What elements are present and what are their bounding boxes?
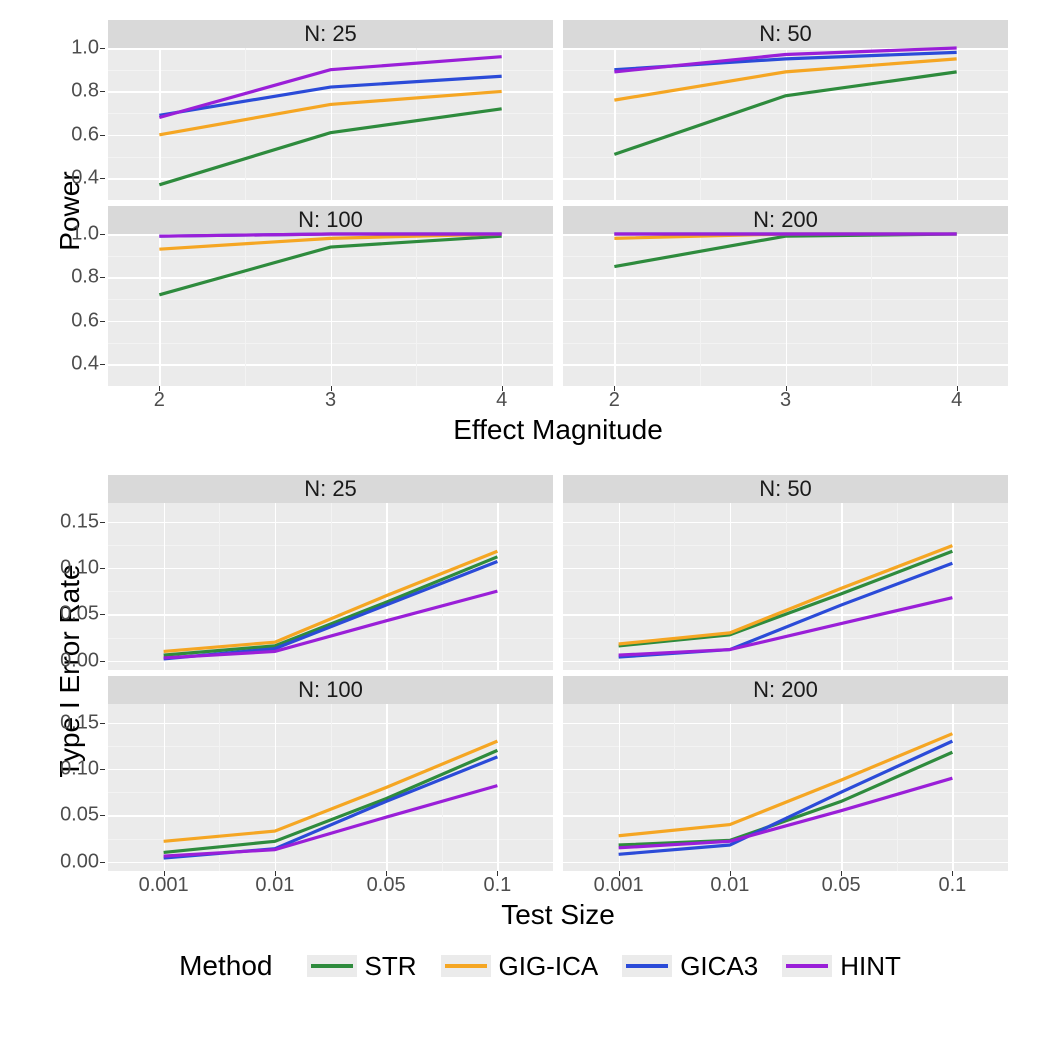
y-tick-label: 0.4 bbox=[45, 167, 99, 190]
legend-item: GICA3 bbox=[622, 951, 758, 982]
x-tick-label: 4 bbox=[496, 389, 507, 412]
series-lines bbox=[108, 234, 553, 386]
series-lines bbox=[563, 704, 1008, 871]
series-lines bbox=[108, 503, 553, 670]
facet-panel bbox=[563, 48, 1008, 200]
facet-strip: N: 25 bbox=[108, 475, 553, 503]
power-facet-grid: N: 25 N: 50 N: 100 N: 200 bbox=[108, 20, 1008, 386]
y-tick-label: 1.0 bbox=[45, 223, 99, 246]
series-HINT bbox=[619, 778, 953, 848]
facet: N: 50 bbox=[563, 20, 1008, 200]
series-lines bbox=[563, 234, 1008, 386]
y-tick-label: 0.05 bbox=[45, 804, 99, 827]
facet-panel bbox=[563, 503, 1008, 670]
legend-label: STR bbox=[365, 951, 417, 982]
y-tick-label: 0.10 bbox=[45, 757, 99, 780]
facet: N: 200 bbox=[563, 206, 1008, 386]
facet-panel bbox=[108, 48, 553, 200]
legend-item: HINT bbox=[782, 951, 901, 982]
facet-panel bbox=[563, 234, 1008, 386]
facet: N: 100 bbox=[108, 676, 553, 871]
facet-strip: N: 100 bbox=[108, 206, 553, 234]
legend: Method STR GIG-ICA GICA3 HINT bbox=[60, 950, 1020, 982]
legend-item: STR bbox=[307, 951, 417, 982]
y-tick-label: 1.0 bbox=[45, 37, 99, 60]
legend-swatch bbox=[622, 955, 672, 977]
facet: N: 100 bbox=[108, 206, 553, 386]
x-tick-label: 0.001 bbox=[139, 874, 189, 897]
y-tick-label: 0.6 bbox=[45, 123, 99, 146]
y-tick-label: 0.8 bbox=[45, 80, 99, 103]
y-tick-label: 0.15 bbox=[45, 711, 99, 734]
x-tick-label: 0.05 bbox=[367, 874, 406, 897]
series-GIG-ICA bbox=[619, 546, 953, 644]
y-tick-label: 0.05 bbox=[45, 603, 99, 626]
facet-strip: N: 50 bbox=[563, 20, 1008, 48]
facet-strip: N: 25 bbox=[108, 20, 553, 48]
power-x-label: Effect Magnitude bbox=[108, 414, 1008, 446]
x-tick-label: 0.001 bbox=[594, 874, 644, 897]
legend-label: GICA3 bbox=[680, 951, 758, 982]
series-STR bbox=[614, 234, 956, 267]
facet-panel bbox=[108, 234, 553, 386]
facet-strip: N: 50 bbox=[563, 475, 1008, 503]
y-tick-label: 0.8 bbox=[45, 266, 99, 289]
series-lines bbox=[108, 704, 553, 871]
series-STR bbox=[159, 109, 501, 185]
x-tick-label: 2 bbox=[154, 389, 165, 412]
power-x-ticks: 2 3 4 2 3 4 bbox=[108, 386, 1008, 414]
facet-strip: N: 200 bbox=[563, 206, 1008, 234]
facet-panel bbox=[563, 704, 1008, 871]
facet-panel bbox=[108, 503, 553, 670]
y-tick-label: 0.00 bbox=[45, 649, 99, 672]
series-lines bbox=[108, 48, 553, 200]
x-tick-label: 2 bbox=[609, 389, 620, 412]
series-GICA3 bbox=[619, 741, 953, 854]
legend-title: Method bbox=[179, 950, 272, 982]
y-tick-label: 0.6 bbox=[45, 309, 99, 332]
facet-strip: N: 200 bbox=[563, 676, 1008, 704]
series-lines bbox=[563, 503, 1008, 670]
legend-swatch bbox=[441, 955, 491, 977]
x-tick-label: 4 bbox=[951, 389, 962, 412]
y-tick-label: 0.10 bbox=[45, 556, 99, 579]
figure-root: Power 0.40.60.81.00.40.60.81.0 N: 25N: 5… bbox=[0, 0, 1050, 1050]
x-tick-label: 3 bbox=[325, 389, 336, 412]
facet-strip: N: 100 bbox=[108, 676, 553, 704]
x-tick-label: 0.01 bbox=[255, 874, 294, 897]
y-tick-label: 0.4 bbox=[45, 353, 99, 376]
x-tick-label: 0.05 bbox=[822, 874, 861, 897]
type1-x-ticks: 0.001 0.01 0.05 0.1 0.001 0.01 0.05 0.1 bbox=[108, 871, 1008, 899]
facet: N: 25 bbox=[108, 20, 553, 200]
facet: N: 50 bbox=[563, 475, 1008, 670]
legend-label: GIG-ICA bbox=[499, 951, 599, 982]
facet-panel bbox=[108, 704, 553, 871]
series-STR bbox=[614, 72, 956, 155]
x-tick-label: 0.01 bbox=[710, 874, 749, 897]
y-tick-label: 0.15 bbox=[45, 510, 99, 533]
x-tick-label: 3 bbox=[780, 389, 791, 412]
legend-swatch bbox=[782, 955, 832, 977]
type1-facet-grid: N: 25 N: 50 N: 100 N: 200 bbox=[108, 475, 1008, 871]
type1-x-label: Test Size bbox=[108, 899, 1008, 931]
y-tick-label: 0.00 bbox=[45, 850, 99, 873]
legend-item: GIG-ICA bbox=[441, 951, 599, 982]
x-tick-label: 0.1 bbox=[938, 874, 966, 897]
legend-swatch bbox=[307, 955, 357, 977]
series-lines bbox=[563, 48, 1008, 200]
facet: N: 200 bbox=[563, 676, 1008, 871]
x-tick-label: 0.1 bbox=[483, 874, 511, 897]
facet: N: 25 bbox=[108, 475, 553, 670]
legend-label: HINT bbox=[840, 951, 901, 982]
series-GIG-ICA bbox=[159, 91, 501, 134]
